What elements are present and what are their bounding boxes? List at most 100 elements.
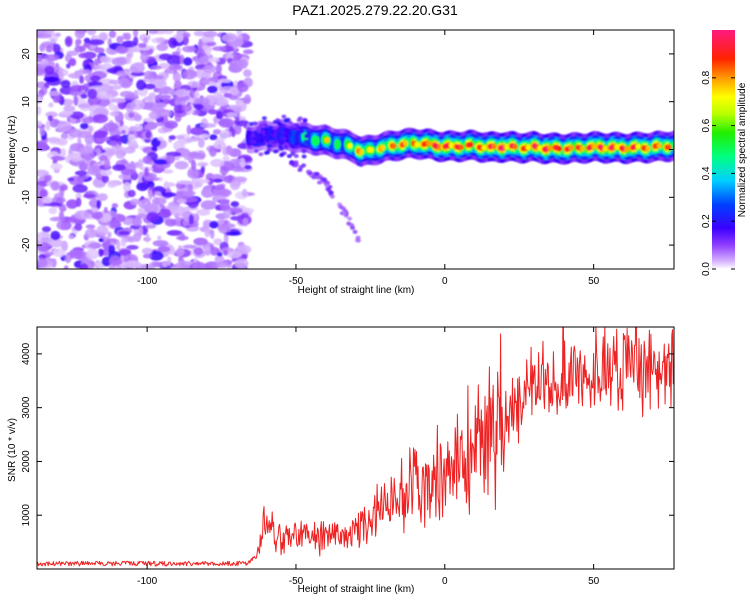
noise-blob <box>143 96 153 102</box>
noise-blob <box>242 49 254 55</box>
noise-blob <box>140 52 149 62</box>
noise-blob <box>215 63 222 74</box>
noise-blob <box>52 95 60 103</box>
noise-blob <box>118 230 130 236</box>
signal-band-cell <box>324 137 330 144</box>
noise-blob <box>37 106 42 116</box>
onset-scatter-blob <box>289 143 295 148</box>
noise-blob <box>84 74 93 82</box>
noise-blob <box>46 44 53 53</box>
noise-blob <box>202 250 213 255</box>
secondary-trace-blob <box>286 154 292 159</box>
noise-blob <box>107 181 117 188</box>
noise-blob <box>230 201 240 208</box>
noise-blob <box>68 234 75 240</box>
noise-blob <box>175 260 191 269</box>
snr-x-ticks: -100 -50 0 50 <box>137 327 600 587</box>
x-tick-label: -100 <box>137 276 157 287</box>
noise-blob <box>239 157 246 168</box>
secondary-trace-blob <box>338 204 344 209</box>
noise-blob <box>207 109 218 115</box>
noise-blob <box>142 155 152 165</box>
x-tick-label: 50 <box>588 576 600 587</box>
noise-blob <box>118 249 132 256</box>
noise-blob <box>48 207 58 215</box>
colorbar-tick-label: 0.0 <box>701 262 712 276</box>
noise-blob <box>144 167 149 177</box>
signal-band-cell <box>458 144 464 151</box>
noise-blob <box>134 62 145 67</box>
noise-blob <box>44 54 60 62</box>
signal-band-cell <box>635 143 641 150</box>
noise-blob <box>74 30 86 39</box>
noise-blob <box>78 52 87 59</box>
noise-blob <box>172 72 182 83</box>
noise-blob <box>52 43 61 54</box>
signal-band-cell <box>666 144 672 151</box>
onset-scatter-blob <box>253 149 259 153</box>
noise-blob <box>173 64 183 69</box>
noise-blob <box>198 38 203 50</box>
noise-blob <box>164 120 178 129</box>
noise-blob <box>138 226 144 237</box>
noise-blob <box>143 83 156 90</box>
noise-blob <box>103 122 119 132</box>
noise-blob <box>54 32 62 37</box>
noise-blob <box>206 42 216 47</box>
noise-blob <box>79 263 89 269</box>
noise-blob <box>157 208 172 218</box>
onset-scatter-blob <box>264 131 270 136</box>
noise-blob <box>56 121 72 132</box>
noise-blob <box>193 30 206 37</box>
noise-blob <box>96 199 101 210</box>
noise-blob <box>196 48 205 58</box>
signal-band-cell <box>425 140 431 147</box>
noise-blob <box>183 57 193 66</box>
noise-blob <box>158 176 163 182</box>
noise-blob <box>104 249 109 257</box>
noise-blob <box>37 169 49 177</box>
noise-blob <box>231 128 236 138</box>
noise-blob <box>79 146 95 155</box>
noise-blob <box>111 203 119 209</box>
noise-blob <box>59 110 73 116</box>
noise-blob <box>164 218 177 227</box>
secondary-trace-blob <box>298 165 304 170</box>
secondary-trace-blob <box>306 169 311 174</box>
noise-blob <box>125 102 135 113</box>
noise-blob <box>77 103 91 109</box>
noise-blob <box>226 112 239 118</box>
secondary-trace-blob <box>342 211 347 215</box>
noise-blob <box>176 180 192 185</box>
noise-blob <box>85 228 98 239</box>
noise-blob <box>39 126 46 136</box>
noise-blob <box>49 238 64 248</box>
noise-blob <box>154 94 160 103</box>
noise-blob <box>242 188 248 198</box>
signal-band-cell <box>391 143 397 150</box>
snr-x-label: Height of straight line (km) <box>298 584 415 595</box>
noise-blob <box>74 223 83 232</box>
signal-band-cell <box>602 145 608 152</box>
noise-blob <box>187 168 200 179</box>
noise-blob <box>168 135 176 141</box>
noise-blob <box>160 94 172 100</box>
spectrogram-y-label: Frequency (Hz) <box>7 116 18 185</box>
noise-blob <box>191 159 197 171</box>
noise-blob <box>212 129 222 135</box>
noise-blob <box>193 91 200 98</box>
noise-blob <box>223 249 228 256</box>
noise-blob <box>144 70 154 80</box>
noise-blob <box>204 261 220 269</box>
noise-blob <box>164 30 174 35</box>
noise-blob <box>122 216 135 226</box>
signal-band-cell <box>335 139 341 150</box>
noise-blob <box>126 245 139 250</box>
noise-blob <box>146 211 160 223</box>
noise-blob <box>216 110 224 120</box>
noise-blob <box>203 64 217 74</box>
onset-scatter-blob <box>302 118 308 123</box>
noise-blob <box>37 33 52 39</box>
noise-blob <box>237 59 248 70</box>
y-tick-label: 20 <box>21 48 32 60</box>
